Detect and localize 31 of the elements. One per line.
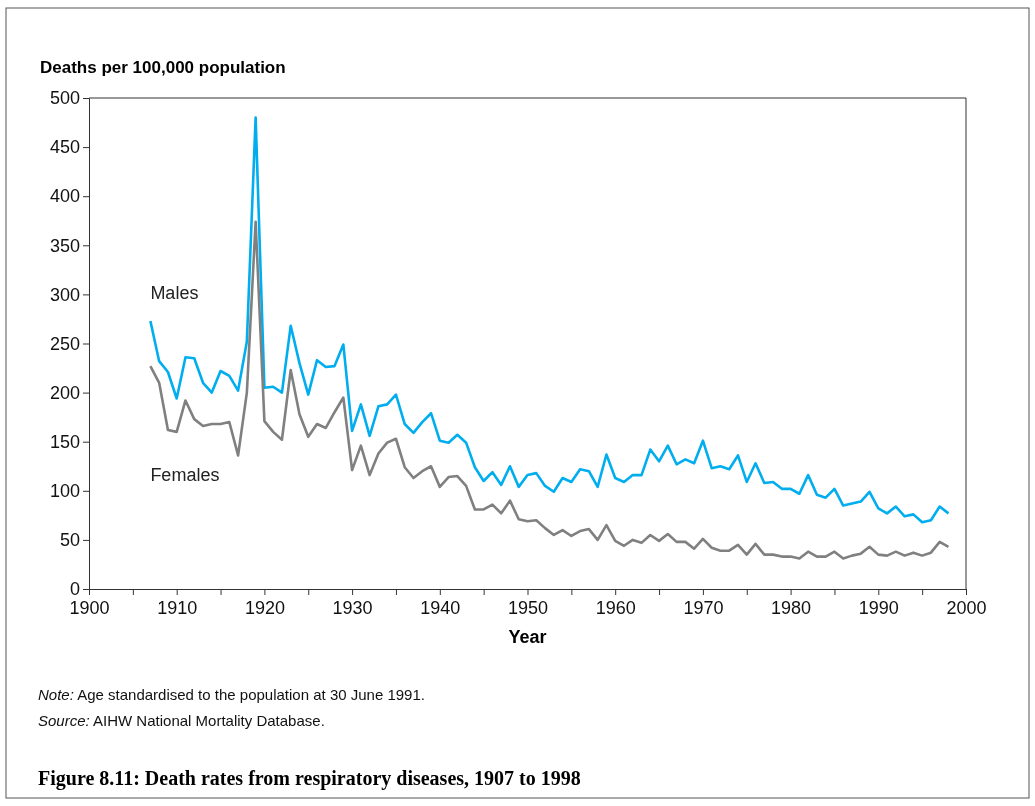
y-tick-label: 150 bbox=[49, 431, 80, 452]
x-tick-label: 1940 bbox=[420, 598, 461, 619]
x-tick-label: 1950 bbox=[507, 598, 549, 619]
y-tick-label: 500 bbox=[49, 88, 80, 109]
y-tick-label: 100 bbox=[49, 481, 80, 502]
y-axis-title: Deaths per 100,000 population bbox=[40, 58, 286, 77]
text: Note: Age standardised to the population at 30 June 1991. bbox=[38, 686, 425, 703]
x-tick-label: 1960 bbox=[595, 598, 636, 619]
y-tick-label: 250 bbox=[49, 333, 80, 354]
line-series bbox=[149, 220, 950, 560]
line-series bbox=[149, 116, 950, 524]
series-label: Males bbox=[150, 282, 199, 303]
x-tick-label: 2000 bbox=[946, 598, 987, 619]
x-tick-label: 1980 bbox=[771, 598, 812, 619]
x-tick-label: 1920 bbox=[244, 598, 285, 619]
x-tick-label: 1970 bbox=[683, 598, 724, 619]
y-tick-label: 50 bbox=[59, 530, 80, 551]
x-tick-label: 1900 bbox=[69, 598, 110, 619]
y-tick-label: 350 bbox=[49, 235, 80, 256]
y-tick-label: 300 bbox=[49, 284, 80, 305]
x-tick-label: 1990 bbox=[858, 598, 899, 619]
y-tick-label: 450 bbox=[49, 137, 80, 158]
series-label: Females bbox=[150, 465, 220, 486]
y-tick-label: 0 bbox=[69, 579, 80, 600]
text: Figure 8.11: Death rates from respiratory diseases, 1907 to 1998 bbox=[38, 767, 581, 790]
y-tick-label: 200 bbox=[49, 382, 80, 403]
x-tick-label: 1910 bbox=[157, 598, 198, 619]
source-note: Source: AIHW National Mortality Database. bbox=[38, 712, 325, 729]
x-tick-label: 1930 bbox=[332, 598, 373, 619]
x-axis-title: Year bbox=[508, 627, 547, 647]
y-tick-label: 400 bbox=[49, 186, 80, 207]
